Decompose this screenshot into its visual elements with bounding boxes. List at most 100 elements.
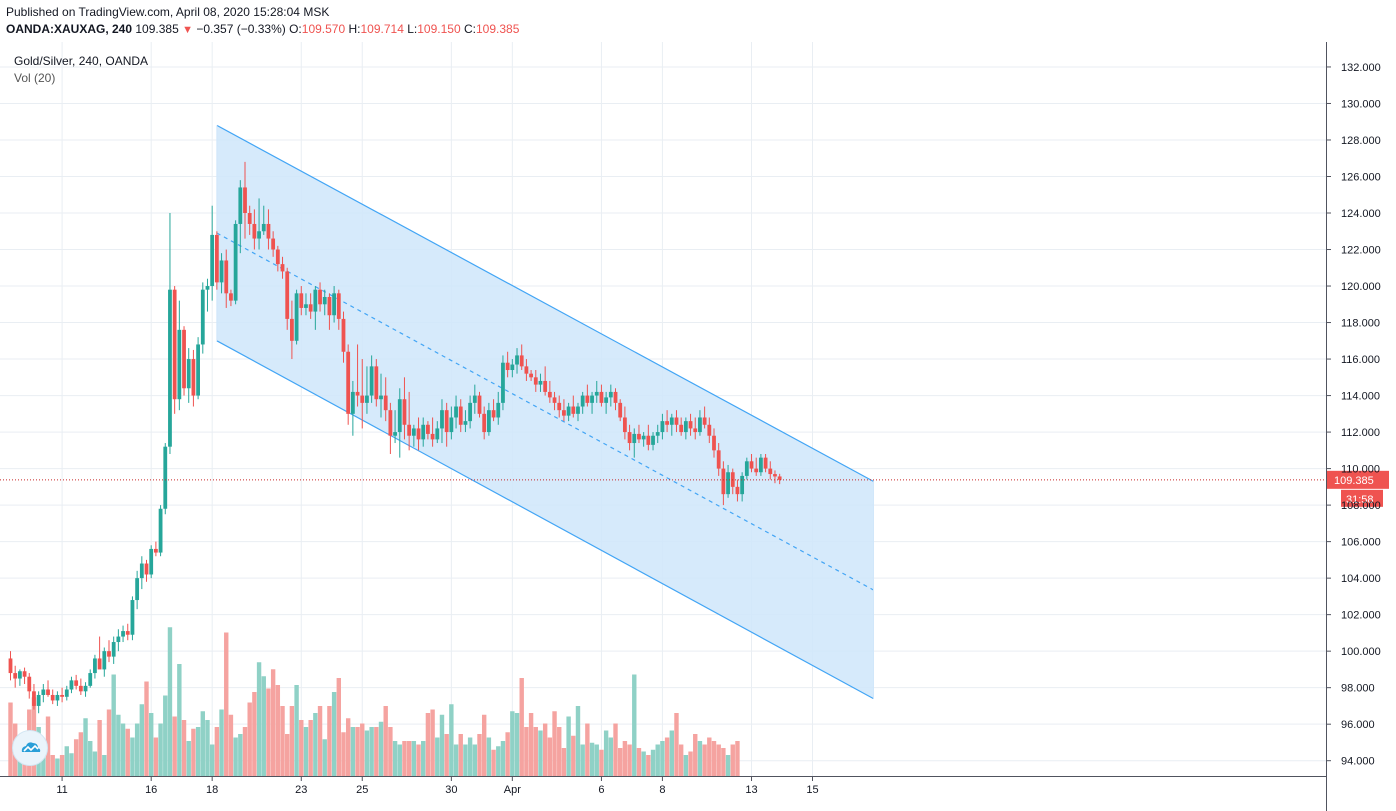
candle-body <box>191 359 196 396</box>
candle-body <box>121 631 125 637</box>
candle-body <box>322 296 327 305</box>
candle-body <box>477 395 482 414</box>
candle-body <box>627 432 632 444</box>
volume-bar <box>571 735 576 776</box>
price-axis: 132.000 130.000 128.000 126.000 124.000 122.0… <box>1326 42 1381 811</box>
candle-body <box>421 424 426 440</box>
legend-volume: Vol (20) <box>14 71 56 85</box>
candle-body <box>383 395 388 411</box>
volume-bar <box>397 744 402 776</box>
volume-bar <box>467 737 473 776</box>
price-tick-label: 102.000 <box>1341 610 1381 622</box>
candle-body <box>219 260 224 283</box>
volume-bar <box>500 741 506 776</box>
candle-body <box>637 433 641 440</box>
candle-body <box>182 329 186 389</box>
volume-bar <box>106 709 112 776</box>
volume-bar <box>510 711 515 776</box>
candle-body <box>350 391 355 414</box>
time-tick-label: 18 <box>206 784 218 796</box>
volume-bar <box>45 716 51 776</box>
countdown-tag <box>1341 489 1383 507</box>
candle-body <box>430 433 435 440</box>
volume-bar <box>149 713 154 776</box>
time-tick-label: 6 <box>598 784 604 796</box>
published-caption: Published on TradingView.com, April 08, … <box>6 5 330 19</box>
candle-body <box>618 402 623 418</box>
volume-bar <box>711 741 717 776</box>
candle-body <box>533 377 538 385</box>
volume-bar <box>64 746 69 776</box>
volume-bar <box>209 744 215 776</box>
candle-body <box>716 450 721 469</box>
candle-body <box>641 435 646 440</box>
symbol-label: OANDA:XAUXAG, 240 <box>6 22 133 36</box>
candle-body <box>576 406 580 414</box>
volume-bar <box>289 706 295 776</box>
candle-body <box>759 457 763 473</box>
candle-body <box>754 468 759 473</box>
candle-body <box>411 428 416 436</box>
volume-bar <box>158 723 163 776</box>
high-value: 109.714 <box>360 22 404 36</box>
candle-body <box>60 694 64 697</box>
volume-bar <box>693 734 698 776</box>
candle-body <box>402 399 407 425</box>
candle-body <box>32 691 36 706</box>
volume-bar <box>725 755 731 776</box>
candle-body <box>683 421 688 433</box>
volume-bar <box>463 744 468 776</box>
candle-body <box>36 694 41 706</box>
candle-body <box>50 694 55 701</box>
volume-bar <box>355 727 360 776</box>
candle-body <box>524 366 529 374</box>
candle-body <box>393 432 397 436</box>
price-tick-label: 118.000 <box>1341 318 1380 330</box>
candle-body <box>458 406 463 425</box>
volume-bar <box>285 734 290 776</box>
candle-body <box>763 457 768 469</box>
volume-bar <box>360 723 365 776</box>
volume-bar <box>599 749 604 776</box>
price-chart[interactable]: 109.385 31:58 132.000 130.000 128.000 126.00… <box>0 42 1396 811</box>
volume-bar <box>552 711 557 776</box>
volume-bar <box>730 744 735 776</box>
volume-bar <box>214 727 220 776</box>
candle-body <box>496 402 501 418</box>
volume-bar <box>219 709 224 776</box>
candle-body <box>172 289 177 400</box>
volume-bar <box>641 751 646 776</box>
volume-bar <box>627 744 632 776</box>
chart-area[interactable]: 109.385 31:58 132.000 130.000 128.000 126.00… <box>0 42 1396 811</box>
candle-body <box>163 446 168 509</box>
time-tick-label: Apr <box>504 784 521 796</box>
candle-body <box>233 223 238 301</box>
volume-bar <box>383 706 388 776</box>
volume-bar <box>406 741 412 776</box>
price-tick-label: 120.000 <box>1341 281 1381 293</box>
candle-body <box>674 417 679 425</box>
candle-body <box>740 475 745 495</box>
tradingview-logo[interactable] <box>12 730 48 766</box>
volume-bar <box>707 737 712 776</box>
volume-bar <box>130 737 135 776</box>
candle-body <box>416 428 421 440</box>
candle-body <box>313 289 318 312</box>
volume-bar <box>252 692 257 776</box>
candle-body <box>435 428 440 440</box>
volume-bar <box>674 713 679 776</box>
candle-body <box>501 362 505 403</box>
volume-bar <box>688 751 693 776</box>
volume-bar <box>608 737 614 776</box>
price-tick-label: 112.000 <box>1341 427 1380 439</box>
volume-bar <box>477 734 482 776</box>
volume-bar <box>270 669 276 776</box>
candle-body <box>622 417 627 433</box>
candle-body <box>608 391 613 398</box>
candle-body <box>632 433 637 444</box>
volume-bar <box>92 751 98 776</box>
candle-body <box>688 421 693 429</box>
time-tick-label: 8 <box>659 784 665 796</box>
volume-bar <box>402 741 407 776</box>
volume-bar <box>618 748 623 776</box>
